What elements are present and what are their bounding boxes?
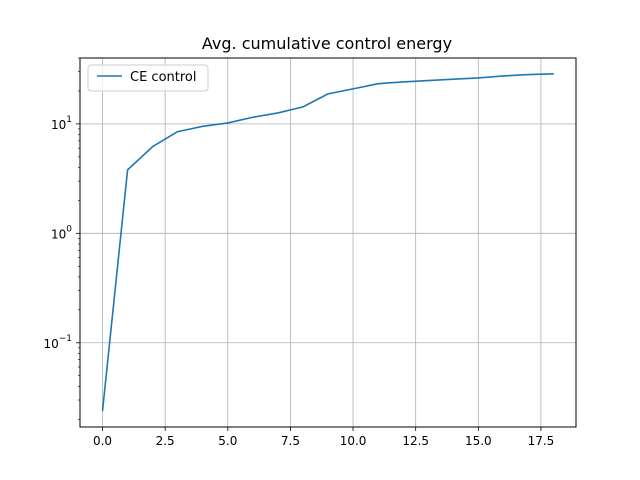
data-point [377, 83, 379, 85]
x-tick-label: 7.5 [281, 434, 300, 448]
data-point [552, 73, 555, 75]
legend-label-ce-control: CE control [130, 70, 197, 85]
data-point [427, 79, 429, 82]
x-tick-label: 12.5 [402, 434, 429, 448]
data-point [152, 146, 154, 148]
x-tick-label: 10.0 [340, 434, 367, 448]
x-axis: 0.0 2.5 5.0 7.5 10.0 12.5 15.0 17.5 [93, 427, 554, 448]
y-tick-exponent: 1 [66, 115, 72, 125]
data-point [477, 77, 479, 79]
data-point [527, 74, 530, 76]
x-tick-label: 0.0 [93, 434, 112, 448]
legend: CE control [87, 64, 209, 92]
y-tick-base: 10 [43, 337, 58, 351]
x-tick-label: 2.5 [156, 434, 175, 448]
y-tick-label: 10−1 [43, 334, 72, 351]
data-point [277, 112, 279, 114]
x-tick-label: 15.0 [465, 434, 492, 448]
legend-frame [87, 64, 209, 92]
data-point [452, 78, 454, 80]
series-layer [101, 72, 555, 412]
chart-title: Avg. cumulative control energy [202, 34, 452, 53]
data-point [327, 93, 329, 95]
y-tick-label: 100 [51, 224, 72, 241]
x-tick-label: 17.5 [528, 434, 555, 448]
y-tick-label: 101 [51, 115, 72, 132]
x-tick-label: 5.0 [218, 434, 237, 448]
data-point [402, 81, 404, 83]
data-point [227, 122, 229, 124]
data-point [352, 88, 354, 90]
data-point [101, 410, 104, 412]
plot-frame [79, 57, 577, 428]
grid [80, 58, 576, 427]
data-point [177, 131, 179, 133]
y-tick-base: 10 [51, 227, 66, 241]
y-tick-exponent: 0 [66, 224, 72, 234]
y-tick-base: 10 [51, 118, 66, 132]
data-point [502, 75, 504, 77]
data-point [126, 169, 129, 171]
y-tick-exponent: −1 [59, 334, 72, 344]
data-point [252, 116, 254, 118]
data-point [302, 106, 304, 108]
data-point [202, 125, 204, 127]
